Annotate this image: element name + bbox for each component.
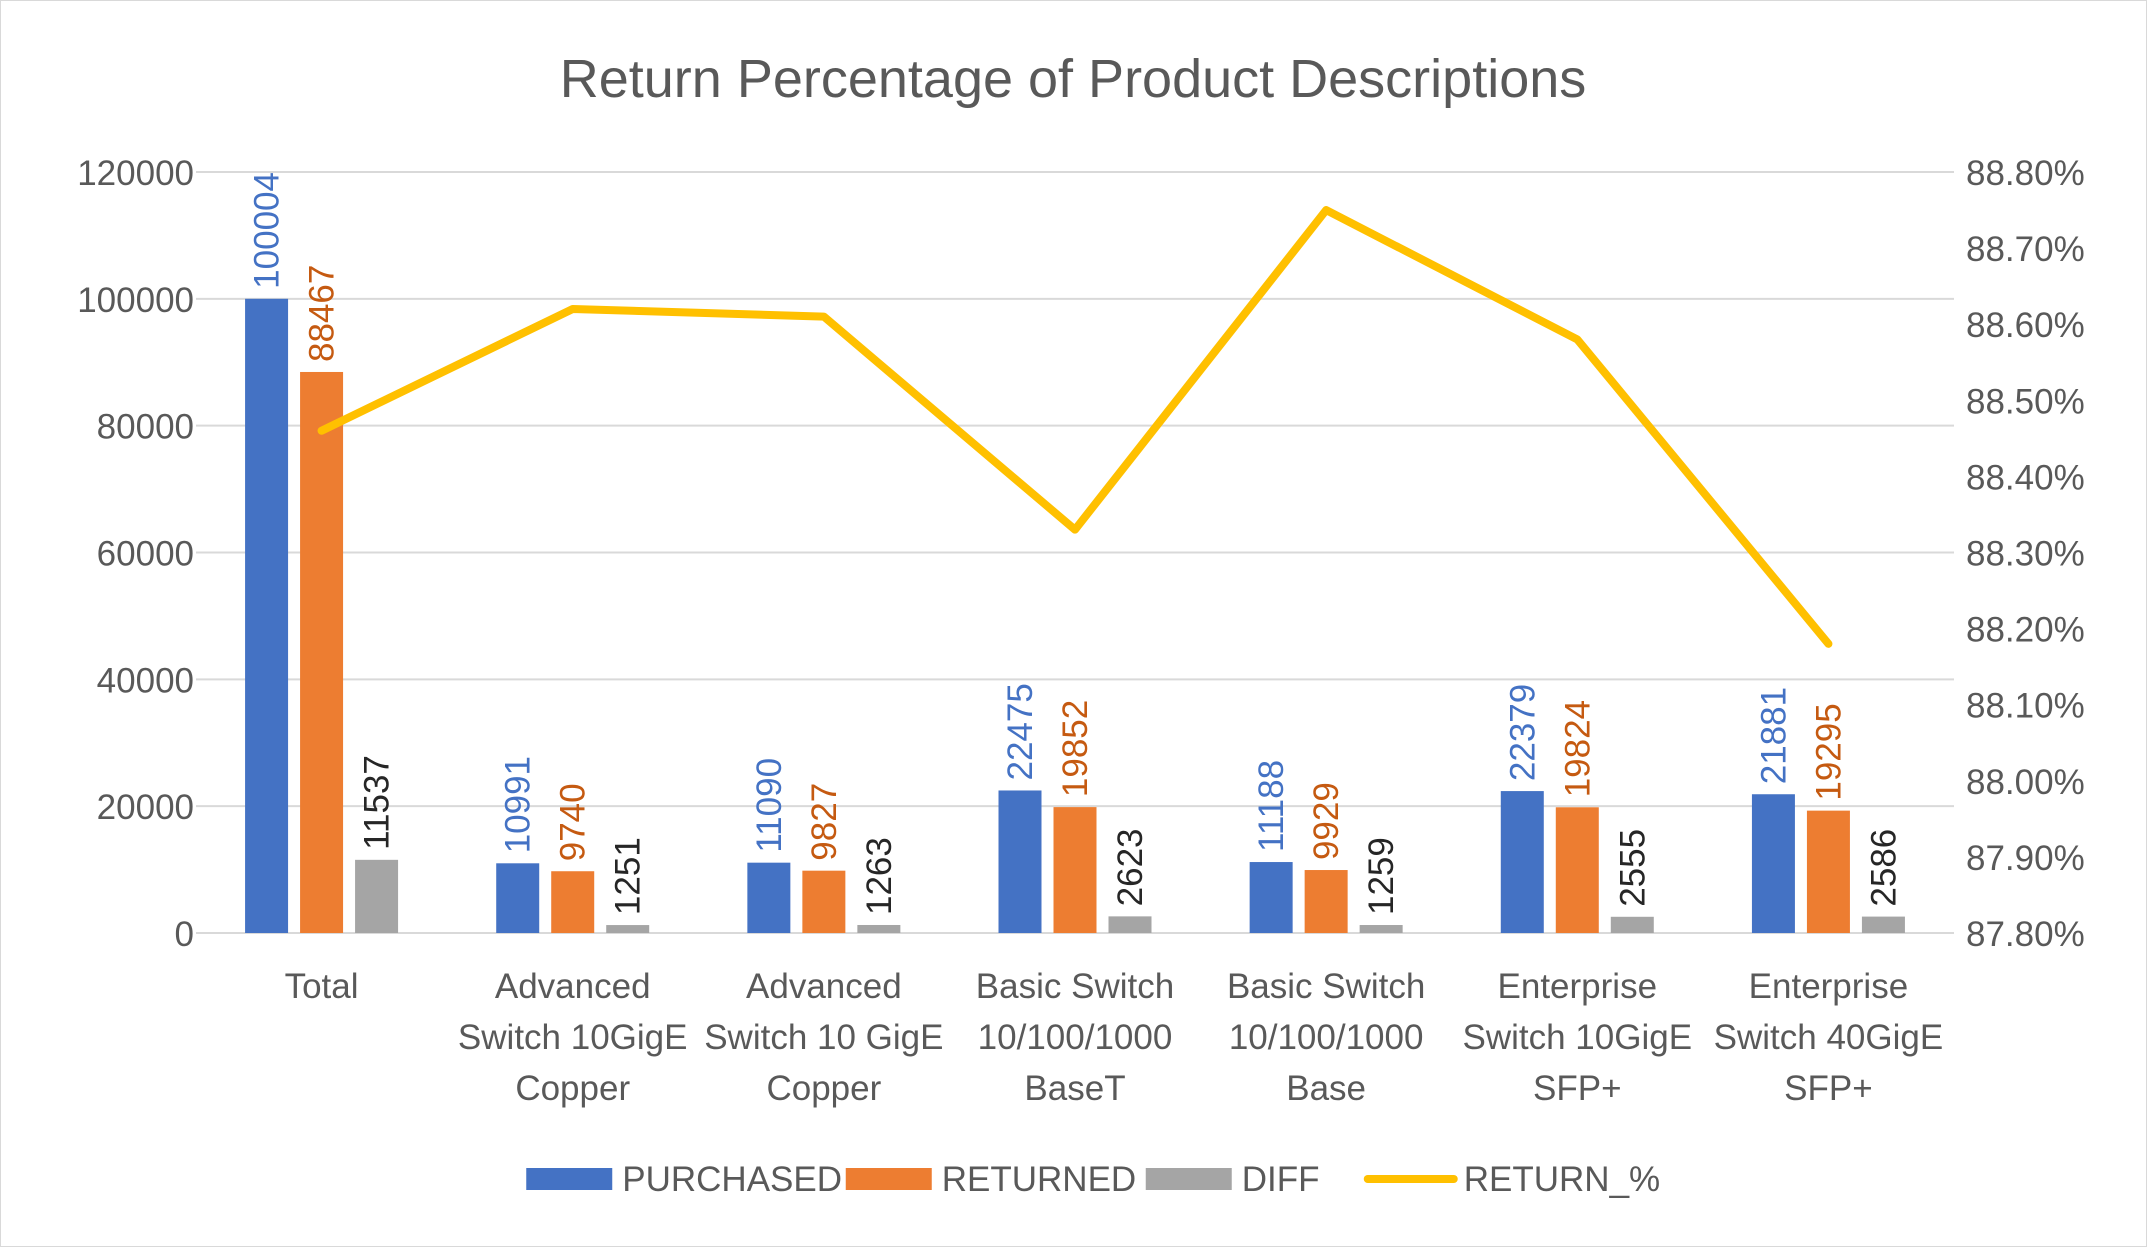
right-tick-label: 88.10% [1966, 687, 2085, 726]
bar-diff [606, 925, 650, 933]
data-label: 22379 [1503, 684, 1542, 781]
data-label: 2586 [1864, 829, 1903, 907]
right-tick-label: 88.50% [1966, 382, 2085, 421]
data-label: 2623 [1111, 828, 1150, 906]
data-label: 1251 [609, 837, 648, 915]
return-percent-line [317, 206, 1833, 648]
data-label: 22475 [1001, 683, 1040, 780]
data-label: 2555 [1613, 829, 1652, 907]
data-label: 88467 [303, 265, 342, 362]
bar-purchased [496, 863, 540, 933]
left-tick-label: 120000 [77, 154, 194, 193]
data-label: 19852 [1056, 700, 1095, 797]
legend-marker [526, 1168, 613, 1190]
data-label: 10991 [499, 756, 538, 853]
bar-returned [1304, 870, 1348, 933]
chart-title: Return Percentage of Product Description… [560, 49, 1587, 109]
data-label: 11188 [1252, 760, 1291, 852]
right-tick-label: 87.80% [1966, 915, 2085, 954]
bar-diff [1610, 916, 1654, 933]
right-axis-tick-labels: 87.80% 87.90% 88.00% 88.10% 88.20% 88.30% 88.4… [1966, 154, 2085, 954]
left-tick-label: 80000 [97, 408, 194, 447]
bar-returned [1555, 807, 1599, 933]
left-tick-label: 100000 [77, 281, 194, 320]
bar-returned [300, 371, 344, 933]
right-tick-label: 88.70% [1966, 230, 2085, 269]
category-label: Basic Switch 10/100/1000 BaseT [976, 967, 1174, 1108]
right-tick-label: 88.30% [1966, 535, 2085, 574]
bar-diff [857, 924, 901, 933]
data-label: 21881 [1754, 687, 1793, 784]
data-label: 11090 [750, 758, 789, 853]
bar-purchased [998, 790, 1042, 933]
right-tick-label: 88.60% [1966, 306, 2085, 345]
left-tick-label: 60000 [97, 535, 194, 574]
bar-returned [551, 871, 595, 933]
legend-label: RETURNED [942, 1160, 1136, 1199]
category-label: Enterprise Switch 40GigE SFP+ [1714, 967, 1944, 1108]
bar-returned [1053, 807, 1097, 933]
bar-returned [1806, 810, 1850, 933]
bar-purchased [245, 298, 289, 933]
bar-returned [802, 870, 846, 933]
bar-purchased [1249, 862, 1293, 933]
data-label: 1263 [860, 837, 899, 915]
category-labels: Total Advanced Switch 10GigE CopperAdvanced… [285, 967, 1944, 1108]
category-label: Enterprise Switch 10GigE SFP+ [1463, 967, 1693, 1108]
bar-diff [355, 859, 399, 933]
data-label: 11537 [358, 755, 397, 850]
left-tick-label: 40000 [97, 661, 194, 700]
left-tick-label: 20000 [97, 788, 194, 827]
gridlines [196, 171, 1954, 934]
data-label: 100004 [248, 172, 287, 289]
bar-diff [1359, 925, 1403, 933]
data-label: 9827 [805, 783, 844, 861]
data-label: 9740 [554, 783, 593, 861]
legend-label: PURCHASED [622, 1160, 842, 1199]
right-tick-label: 88.80% [1966, 154, 2085, 193]
right-tick-label: 88.40% [1966, 458, 2085, 497]
data-label: 19824 [1558, 700, 1597, 797]
bar-data-labels: 100004 10991 11090 22475 11188 22379 21881 8846… [248, 172, 1904, 915]
bar-series [245, 298, 1905, 933]
right-tick-label: 88.20% [1966, 611, 2085, 650]
data-label: 19295 [1809, 703, 1848, 800]
legend-label: RETURN_% [1464, 1160, 1660, 1199]
data-label: 9929 [1307, 782, 1346, 860]
category-label: Advanced Switch 10 GigE Copper [704, 967, 943, 1108]
data-label: 1259 [1362, 837, 1401, 915]
legend-marker [845, 1168, 932, 1190]
legend-label: DIFF [1242, 1160, 1320, 1199]
bar-purchased [1751, 794, 1795, 933]
category-label: Basic Switch 10/100/1000 Base [1227, 967, 1425, 1108]
left-axis-tick-labels: 0 20000 40000 60000 80000 100000 120000 [77, 154, 194, 954]
category-label: Advanced Switch 10GigE Copper [458, 967, 688, 1108]
bar-diff [1861, 916, 1905, 933]
legend-marker [1145, 1168, 1232, 1190]
right-tick-label: 87.90% [1966, 839, 2085, 878]
bar-diff [1108, 916, 1152, 933]
bar-purchased [1500, 791, 1544, 933]
bar-purchased [747, 862, 791, 933]
category-label: Total [285, 967, 359, 1006]
legend: PURCHASED RETURNED DIFF RETURN_% [526, 1160, 1660, 1199]
left-tick-label: 0 [175, 915, 194, 954]
right-tick-label: 88.00% [1966, 763, 2085, 802]
line-return-percent [317, 206, 1833, 648]
